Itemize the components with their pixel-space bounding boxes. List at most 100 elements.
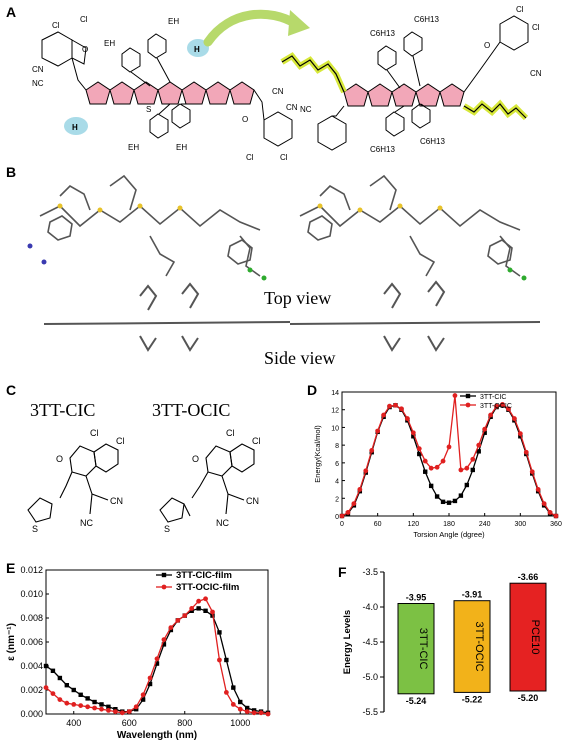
- data-point-3TT-OCIC-film: [64, 700, 70, 706]
- data-point-3TT-CIC-film: [196, 606, 201, 611]
- lumo-label: -3.91: [462, 590, 483, 600]
- y-tick-label: 8: [335, 443, 339, 450]
- y-axis-label: Energy Levels: [342, 610, 353, 674]
- data-point-3TT-CIC-film: [140, 697, 146, 702]
- data-point-3TT-CIC-film: [57, 675, 63, 681]
- atom-label-eh: EH: [104, 39, 115, 48]
- data-point-3TT-CIC-film: [147, 681, 153, 687]
- x-tick-label: 400: [66, 718, 81, 728]
- data-point-3TT-CIC-film: [106, 704, 111, 709]
- data-point-3TT-OCIC-film: [99, 706, 104, 712]
- data-point-3TT-OCIC: [494, 403, 499, 409]
- molecule-left: [41, 9, 310, 147]
- atom-label-s: S: [32, 524, 38, 534]
- legend-label: 3TT-CIC: [480, 394, 506, 401]
- atom-dots: [27, 203, 527, 281]
- bar-name-label: PCE10: [529, 620, 541, 655]
- panel-label-e: E: [6, 560, 16, 576]
- data-point-3TT-CIC-film: [43, 663, 49, 669]
- atom-label-c6h13: C6H13: [420, 137, 445, 146]
- data-point-3TT-OCIC-film: [237, 706, 243, 712]
- atom-label-s: S: [164, 524, 170, 534]
- y-tick-label: -5.5: [362, 707, 378, 717]
- data-point-3TT-CIC-film: [244, 705, 250, 711]
- data-point-3TT-OCIC: [553, 513, 559, 519]
- data-point-3TT-CIC: [417, 451, 422, 457]
- atom-label-cl: Cl: [532, 23, 540, 32]
- data-point-3TT-OCIC: [399, 406, 404, 412]
- data-point-3TT-OCIC: [547, 510, 553, 515]
- series-line-3TT-OCIC: [341, 395, 557, 517]
- legend-label: 3TT-OCIC: [480, 403, 512, 410]
- side-view: [43, 280, 541, 352]
- data-point-3TT-OCIC-film: [112, 709, 118, 714]
- data-point-3TT-OCIC-film: [126, 709, 132, 714]
- panel-label-c: C: [6, 382, 17, 398]
- atom-label-cn: CN: [32, 65, 44, 74]
- data-point-3TT-OCIC: [434, 464, 440, 470]
- atom-label-eh: EH: [128, 143, 139, 152]
- data-point-3TT-CIC-film: [161, 642, 167, 647]
- data-point-3TT-OCIC: [464, 465, 470, 471]
- structure-3tt-ocic: [159, 443, 255, 523]
- y-tick-label: 0.010: [20, 589, 43, 599]
- data-point-3TT-CIC: [476, 449, 481, 454]
- top-view-left: [39, 174, 261, 277]
- data-point-3TT-CIC: [440, 499, 446, 505]
- side-view-label: Side view: [264, 348, 336, 368]
- compound-name-3tt-ocic: 3TT-OCIC: [152, 400, 230, 420]
- atom-label-h: H: [194, 45, 200, 54]
- atom-label-cl: Cl: [280, 153, 288, 162]
- data-point-3TT-OCIC: [541, 501, 547, 506]
- y-tick-label: 0: [335, 514, 339, 521]
- y-tick-label: -4.5: [362, 637, 378, 647]
- data-point-3TT-OCIC-film: [106, 708, 111, 713]
- data-point-3TT-CIC: [518, 434, 523, 439]
- atom-label-cl: Cl: [516, 5, 524, 14]
- data-point-3TT-OCIC-film: [161, 637, 167, 642]
- data-point-3TT-OCIC-film: [217, 657, 222, 663]
- data-point-3TT-CIC-film: [99, 702, 104, 707]
- data-point-3TT-CIC: [446, 500, 452, 505]
- data-point-3TT-OCIC-film: [140, 692, 146, 698]
- atom-label-cl: Cl: [252, 436, 261, 446]
- atom-label-s: S: [146, 105, 151, 114]
- data-point-3TT-CIC: [428, 483, 434, 489]
- molecule-right: [280, 15, 529, 151]
- y-tick-label: 0.000: [20, 709, 43, 719]
- atom-label-cn: CN: [286, 103, 298, 112]
- data-point-3TT-CIC: [482, 430, 487, 435]
- data-point-3TT-OCIC: [363, 468, 369, 474]
- atom-label-cl: Cl: [226, 428, 235, 438]
- data-point-3TT-OCIC-film: [133, 704, 139, 710]
- plot-frame: [341, 391, 557, 517]
- data-point-3TT-OCIC: [446, 444, 452, 450]
- data-point-3TT-OCIC: [369, 448, 375, 453]
- data-point-3TT-OCIC-film: [71, 702, 77, 707]
- data-point-3TT-CIC-film: [203, 608, 208, 613]
- data-point-3TT-OCIC: [422, 458, 428, 464]
- atom-label-cl: Cl: [246, 153, 254, 162]
- chart-f-energy-levels: -3.5 -4.0 -4.5 -5.0 -5.5 Energy Levels -3.95 -5…: [342, 567, 547, 717]
- energy-bar-PCE10: [509, 582, 547, 692]
- y-tick-label: 0.004: [20, 661, 43, 671]
- atom-label-nc: NC: [300, 105, 312, 114]
- y-tick-label: -4.0: [362, 602, 378, 612]
- data-point-3TT-OCIC: [357, 487, 363, 492]
- data-point-3TT-OCIC-film: [57, 697, 63, 702]
- y-tick-label: 0.006: [20, 637, 43, 647]
- data-point-3TT-CIC-film: [224, 657, 229, 663]
- y-tick-label: 10: [331, 425, 339, 432]
- x-axis-label: Wavelength (nm): [117, 730, 197, 740]
- homo-label: -5.20: [518, 693, 539, 703]
- bar-name-label: 3TT-OCIC: [473, 621, 485, 671]
- y-tick-label: 6: [335, 461, 339, 468]
- data-point-3TT-CIC-film: [154, 661, 160, 666]
- data-point-3TT-OCIC-film: [258, 710, 264, 716]
- data-point-3TT-OCIC: [416, 446, 422, 452]
- data-point-3TT-CIC-film: [251, 708, 257, 713]
- data-point-3TT-CIC-film: [64, 683, 70, 688]
- x-tick-label: 300: [514, 521, 526, 528]
- x-tick-label: 800: [177, 718, 192, 728]
- data-point-3TT-OCIC-film: [210, 609, 215, 615]
